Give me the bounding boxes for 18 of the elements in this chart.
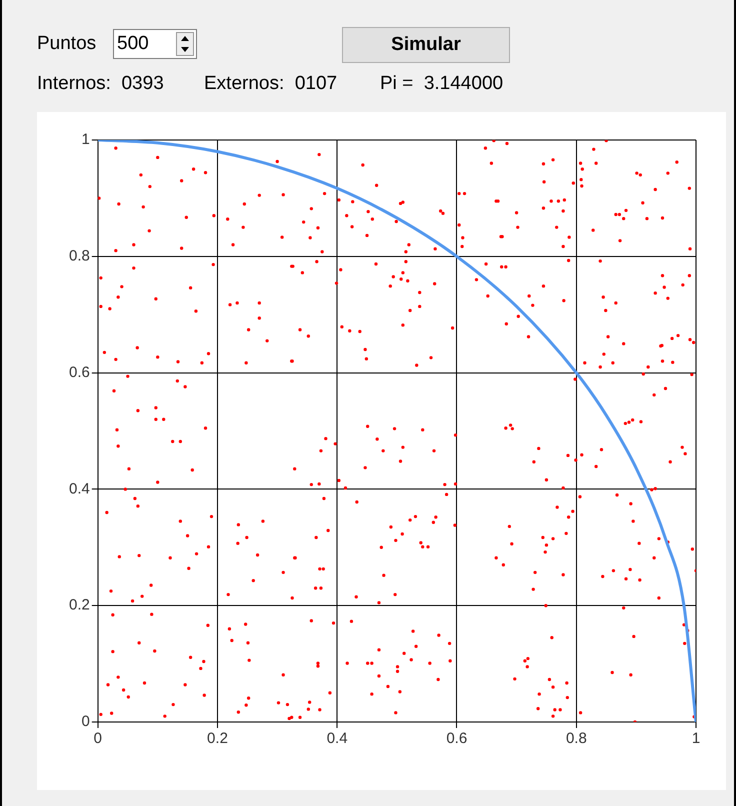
- x-tick-label: 0.2: [207, 730, 228, 748]
- text: Externos: 0107: [204, 73, 338, 94]
- x-tick-label: 1: [692, 730, 700, 748]
- y-tick-label: 0.4: [68, 480, 90, 498]
- y-tick-label: 1: [82, 131, 90, 148]
- x-tick-label: 0.4: [326, 730, 348, 748]
- number-spinner: 500: [113, 29, 197, 59]
- x-tick-label: 0.6: [446, 730, 468, 748]
- x-tick-label: 0: [94, 730, 102, 748]
- text: Pi = 3.144000: [380, 73, 504, 94]
- y-tick-label: 0.8: [68, 248, 90, 265]
- y-tick-label: 0.6: [68, 364, 90, 381]
- text: Puntos: [37, 33, 96, 54]
- x-tick-label: 0.8: [566, 730, 587, 748]
- y-tick-label: 0: [82, 713, 90, 730]
- text: Internos: 0393: [37, 73, 164, 94]
- y-tick-label: 0.2: [68, 596, 90, 614]
- text: Simular: [391, 34, 461, 56]
